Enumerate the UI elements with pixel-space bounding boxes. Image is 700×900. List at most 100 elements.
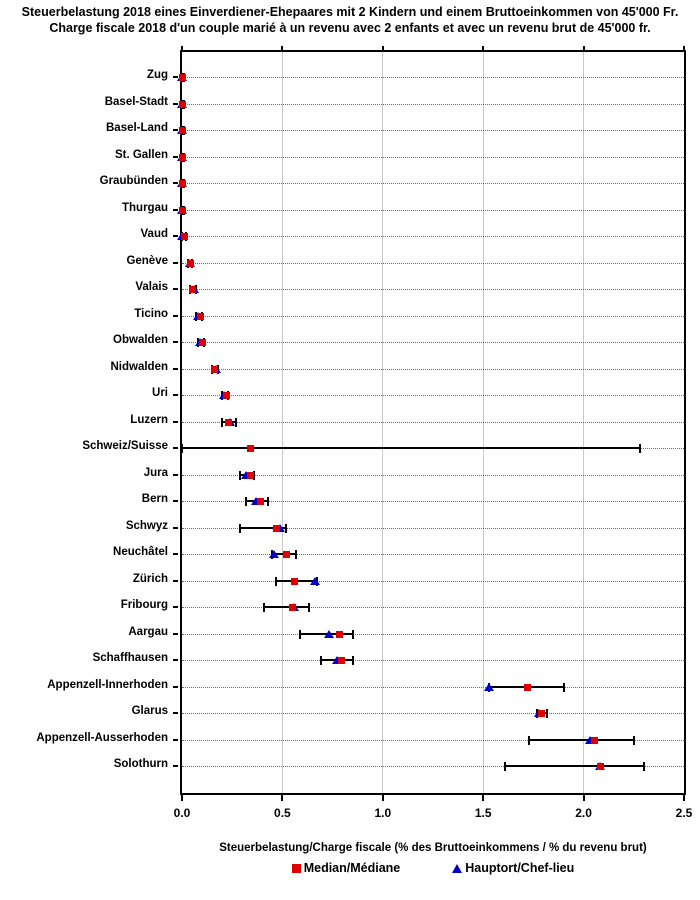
- y-axis-tick: [173, 659, 178, 661]
- range-bar: [240, 526, 287, 529]
- legend-median-label: Median/Médiane: [303, 861, 401, 875]
- canton-label: Genève: [126, 254, 168, 267]
- y-axis-tick: [173, 102, 178, 105]
- canton-label: Obwalden: [113, 334, 168, 346]
- canton-label: Glarus: [131, 705, 168, 717]
- canton-label: Vaud: [140, 228, 168, 240]
- chart-title-line2: Charge fiscale 2018 d'un couple marié à …: [49, 21, 651, 35]
- median-marker: [189, 286, 197, 293]
- median-marker: [211, 365, 219, 373]
- y-axis-tick: [173, 553, 178, 555]
- median-marker: [337, 657, 345, 664]
- range-cap-left: [528, 735, 531, 745]
- y-axis-tick: [173, 261, 178, 264]
- canton-label: Basel-Land: [106, 122, 168, 134]
- x-axis-tick: [381, 795, 384, 801]
- range-cap-right: [307, 603, 310, 612]
- row-dotted-leader: [182, 421, 684, 423]
- y-axis-tick: [173, 314, 178, 317]
- median-marker: [187, 259, 195, 267]
- x-axis-tick: [281, 795, 284, 801]
- hauptort-marker: [251, 497, 262, 505]
- y-axis-tick: [173, 182, 178, 184]
- median-marker: [273, 524, 281, 532]
- x-axis-top-tick: [281, 46, 284, 50]
- x-axis-tick: [683, 795, 685, 801]
- median-marker: [596, 763, 604, 770]
- range-cap-right: [642, 762, 645, 771]
- canton-label: Zürich: [132, 572, 168, 585]
- row-dotted-leader: [182, 77, 684, 78]
- hauptort-marker: [275, 523, 286, 532]
- range-cap-left: [263, 603, 266, 612]
- median-marker: [179, 153, 186, 161]
- x-axis-top-tick: [683, 46, 685, 50]
- canton-label: Uri: [152, 387, 168, 399]
- row-dotted-leader: [182, 130, 684, 131]
- canton-label: Basel-Stadt: [104, 95, 168, 108]
- x-tick-label: 0.0: [173, 806, 191, 820]
- y-axis-tick: [173, 76, 178, 78]
- y-axis-tick: [173, 367, 178, 370]
- range-cap-left: [221, 417, 224, 427]
- row-dotted-leader: [182, 342, 684, 343]
- canton-label: Thurgau: [122, 201, 168, 214]
- median-marker: [179, 127, 186, 134]
- row-dotted-leader: [182, 315, 684, 317]
- row-dotted-leader: [182, 395, 684, 396]
- x-tick-label: 0.5: [274, 806, 291, 820]
- vertical-gridline: [482, 52, 484, 793]
- hauptort-triangle-icon: [452, 863, 463, 873]
- median-marker: [291, 577, 299, 585]
- range-cap-left: [245, 497, 248, 506]
- y-axis-tick: [173, 341, 178, 343]
- median-square-icon: [291, 863, 301, 873]
- canton-label: Aargau: [128, 625, 168, 638]
- range-cap-left: [239, 523, 242, 533]
- range-bar: [182, 447, 640, 449]
- hauptort-marker: [323, 629, 334, 638]
- range-cap-right: [285, 523, 288, 533]
- median-marker: [225, 418, 233, 426]
- row-dotted-leader: [182, 209, 684, 211]
- hauptort-marker: [331, 656, 342, 664]
- vertical-gridline: [583, 52, 585, 793]
- canton-label: St. Gallen: [114, 148, 168, 161]
- range-cap-left: [504, 762, 507, 771]
- y-axis-tick: [173, 685, 178, 688]
- y-axis-tick: [173, 579, 178, 582]
- chart-legend: Median/Médiane Hauptort/Chef-lieu: [180, 861, 686, 875]
- x-axis-top-tick: [181, 46, 183, 50]
- median-marker: [179, 100, 186, 108]
- x-axis-tick: [582, 795, 585, 801]
- row-dotted-leader: [182, 527, 684, 529]
- median-marker: [179, 206, 186, 214]
- median-marker: [257, 498, 265, 505]
- y-axis-tick: [173, 288, 178, 290]
- range-cap-right: [295, 550, 298, 559]
- range-bar: [264, 606, 309, 608]
- x-tick-label: 1.0: [374, 806, 392, 820]
- canton-label: Nidwalden: [110, 360, 168, 373]
- legend-hauptort-label: Hauptort/Chef-lieu: [465, 861, 575, 875]
- range-cap-right: [351, 629, 354, 639]
- median-marker: [283, 551, 291, 558]
- vertical-gridline: [382, 52, 384, 793]
- median-marker: [179, 180, 186, 187]
- row-dotted-leader: [182, 633, 684, 635]
- range-cap-right: [267, 497, 270, 506]
- canton-label: Graubünden: [99, 175, 168, 187]
- y-axis-tick: [173, 155, 178, 158]
- range-cap-left: [239, 470, 242, 480]
- canton-label: Luzern: [130, 413, 168, 426]
- median-marker: [223, 392, 231, 399]
- hauptort-marker: [241, 470, 252, 479]
- range-cap-right: [632, 735, 635, 745]
- row-dotted-leader: [182, 766, 684, 767]
- canton-label: Ticino: [134, 307, 168, 320]
- x-axis-tick: [482, 795, 485, 801]
- range-cap-left: [299, 629, 302, 639]
- row-dotted-leader: [182, 713, 684, 714]
- range-cap-left: [181, 444, 183, 453]
- y-axis-tick: [173, 129, 178, 131]
